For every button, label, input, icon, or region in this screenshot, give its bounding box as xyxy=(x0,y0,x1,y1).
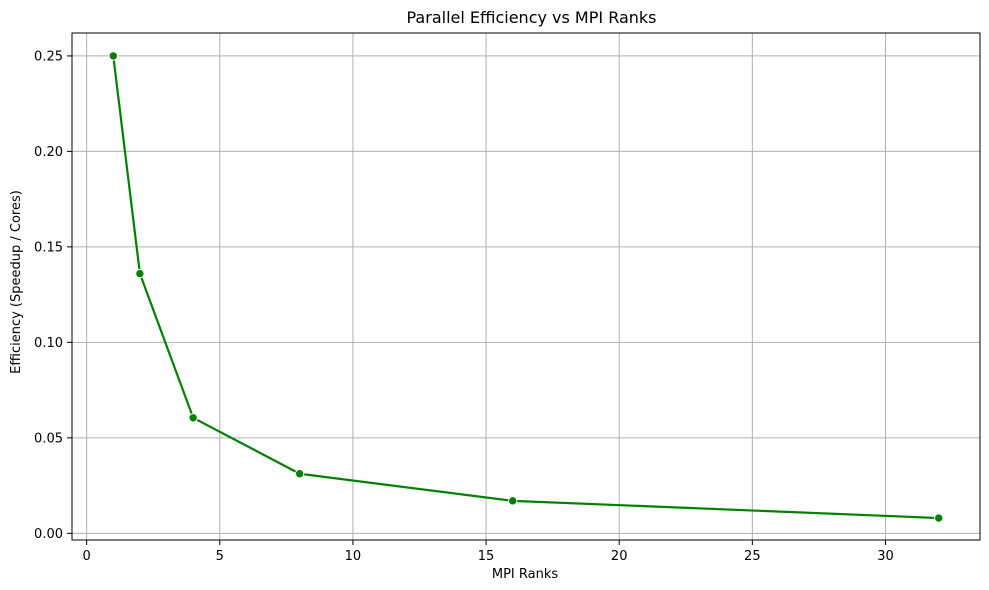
data-point xyxy=(135,268,145,279)
y-axis-label: Efficiency (Speedup / Cores) xyxy=(9,190,24,374)
data-point xyxy=(294,469,305,479)
x-axis-ticks: 0 5 10 15 20 25 30 xyxy=(83,540,894,564)
grid-lines xyxy=(72,33,980,540)
y-tick-label: 0.25 xyxy=(34,49,63,64)
x-tick-label: 5 xyxy=(216,549,224,564)
x-tick-label: 25 xyxy=(744,549,761,564)
series-line xyxy=(112,55,939,520)
y-tick-label: 0.05 xyxy=(34,431,63,446)
y-tick-label: 0.20 xyxy=(34,145,63,160)
x-tick-label: 20 xyxy=(611,549,628,564)
x-axis-label: MPI Ranks xyxy=(492,567,559,582)
x-tick-label: 0 xyxy=(83,549,91,564)
data-point xyxy=(188,413,198,423)
x-tick-label: 10 xyxy=(345,549,362,564)
data-point xyxy=(108,51,118,61)
chart-title: Parallel Efficiency vs MPI Ranks xyxy=(407,8,657,27)
y-tick-label: 0.10 xyxy=(34,336,63,351)
y-tick-label: 0.15 xyxy=(34,240,63,255)
data-point xyxy=(507,496,518,506)
plot-frame xyxy=(71,32,981,541)
y-tick-label: 0.00 xyxy=(34,527,63,542)
y-axis-ticks: 0.00 0.05 0.10 0.15 0.20 0.25 xyxy=(34,49,72,542)
series-layer xyxy=(108,51,944,523)
data-point xyxy=(934,513,944,523)
x-tick-label: 30 xyxy=(877,549,894,564)
x-tick-label: 15 xyxy=(478,549,495,564)
